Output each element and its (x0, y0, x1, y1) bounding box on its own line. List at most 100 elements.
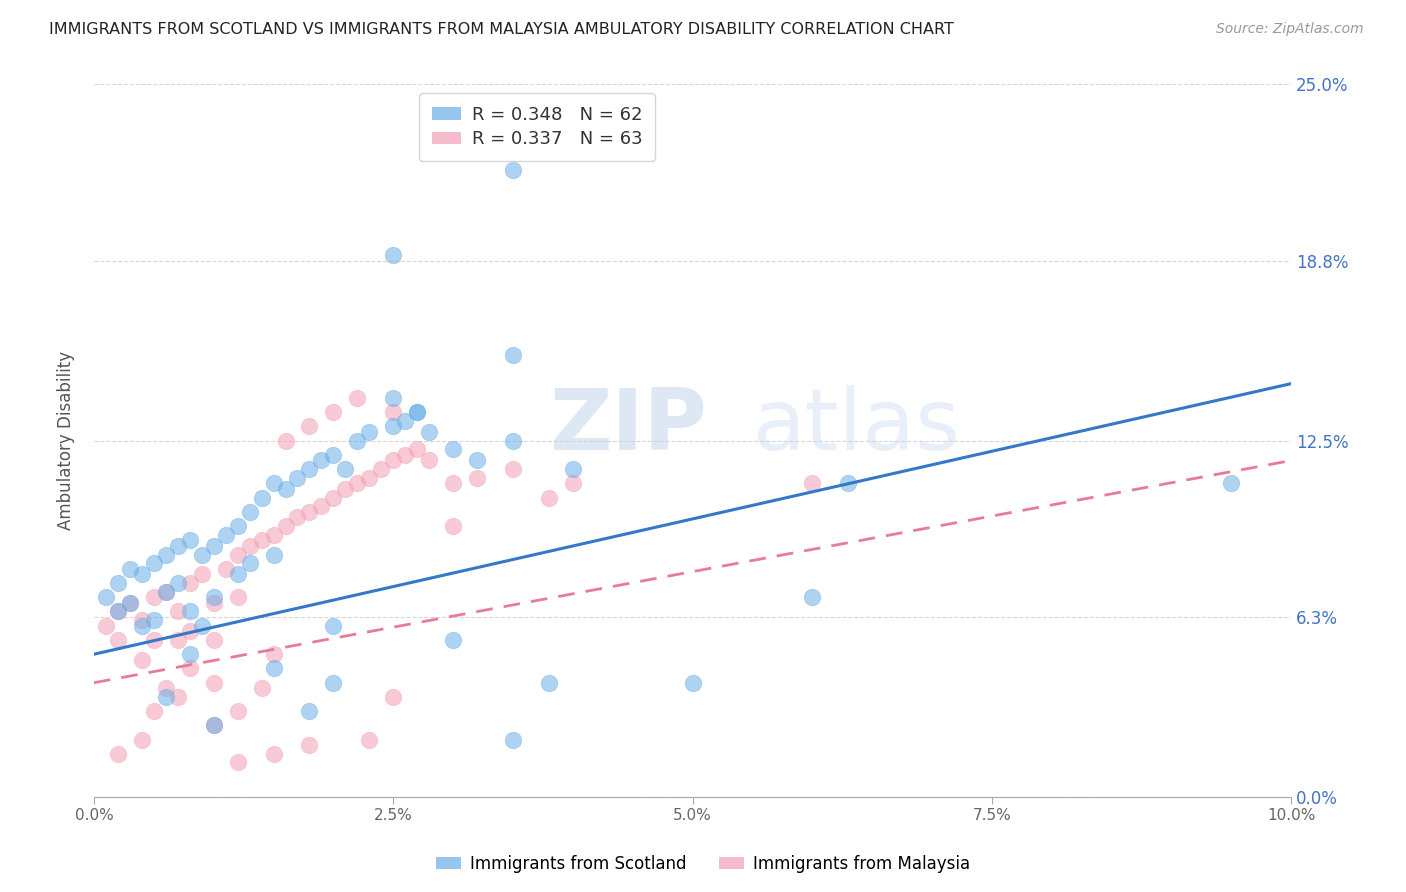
Point (359, 425, 381, 439)
Point (166, 539, 188, 553)
Point (263, 548, 285, 562)
Point (298, 419, 321, 434)
Point (155, 548, 177, 562)
Point (107, 605, 129, 619)
Point (142, 704, 165, 718)
Point (179, 605, 201, 619)
Point (226, 519, 249, 533)
Point (274, 519, 297, 533)
Point (155, 681, 177, 696)
Legend: R = 0.348   N = 62, R = 0.337   N = 63: R = 0.348 N = 62, R = 0.337 N = 63 (419, 94, 655, 161)
Point (142, 556, 165, 570)
Point (346, 476, 368, 491)
Point (226, 704, 249, 718)
Point (166, 605, 188, 619)
Point (311, 453, 333, 467)
Point (202, 539, 225, 553)
Point (382, 419, 405, 434)
Point (322, 619, 344, 633)
Point (359, 470, 381, 484)
Point (382, 405, 405, 419)
Point (202, 718, 225, 732)
Point (465, 453, 488, 467)
Point (382, 453, 405, 467)
Point (202, 632, 225, 647)
Point (202, 591, 225, 605)
Point (179, 661, 201, 675)
Point (179, 624, 201, 639)
Point (118, 596, 141, 610)
Point (382, 248, 405, 262)
Point (179, 533, 201, 548)
Point (190, 619, 212, 633)
Point (250, 681, 273, 696)
Point (837, 476, 859, 491)
Point (226, 756, 249, 770)
Point (394, 448, 416, 462)
Point (406, 405, 429, 419)
Point (298, 505, 321, 519)
Point (263, 661, 285, 675)
Point (441, 476, 464, 491)
Point (335, 462, 357, 476)
Point (1220, 476, 1243, 491)
Point (322, 675, 344, 690)
Point (322, 405, 344, 419)
Text: ZIP: ZIP (548, 384, 707, 467)
Point (190, 567, 212, 582)
Point (502, 462, 524, 476)
Point (239, 505, 262, 519)
Point (107, 632, 129, 647)
Point (311, 499, 333, 513)
Point (274, 434, 297, 448)
Point (226, 548, 249, 562)
Point (537, 491, 560, 505)
Point (359, 732, 381, 747)
Point (561, 462, 583, 476)
Point (274, 482, 297, 496)
Point (370, 462, 392, 476)
Point (107, 747, 129, 761)
Point (94, 591, 117, 605)
Point (406, 405, 429, 419)
Point (94, 619, 117, 633)
Text: IMMIGRANTS FROM SCOTLAND VS IMMIGRANTS FROM MALAYSIA AMBULATORY DISABILITY CORRE: IMMIGRANTS FROM SCOTLAND VS IMMIGRANTS F… (49, 22, 955, 37)
Point (287, 470, 309, 484)
Point (346, 434, 368, 448)
Point (250, 533, 273, 548)
Point (263, 647, 285, 661)
Point (298, 704, 321, 718)
Point (394, 414, 416, 428)
Point (801, 591, 824, 605)
Point (202, 718, 225, 732)
Point (131, 613, 153, 627)
Point (382, 391, 405, 405)
Point (322, 448, 344, 462)
Point (118, 562, 141, 576)
Point (537, 675, 560, 690)
Text: Source: ZipAtlas.com: Source: ZipAtlas.com (1216, 22, 1364, 37)
Point (801, 476, 824, 491)
Point (263, 747, 285, 761)
Point (239, 539, 262, 553)
Point (155, 584, 177, 599)
Point (142, 591, 165, 605)
Point (190, 548, 212, 562)
Point (142, 632, 165, 647)
Text: atlas: atlas (752, 384, 960, 467)
Point (263, 476, 285, 491)
Point (166, 632, 188, 647)
Point (179, 576, 201, 591)
Point (155, 690, 177, 704)
Point (142, 613, 165, 627)
Point (682, 675, 704, 690)
Point (118, 596, 141, 610)
Point (226, 591, 249, 605)
Point (502, 434, 524, 448)
Point (131, 619, 153, 633)
Point (346, 391, 368, 405)
Point (214, 527, 236, 541)
Point (202, 596, 225, 610)
Point (418, 453, 440, 467)
Point (202, 675, 225, 690)
